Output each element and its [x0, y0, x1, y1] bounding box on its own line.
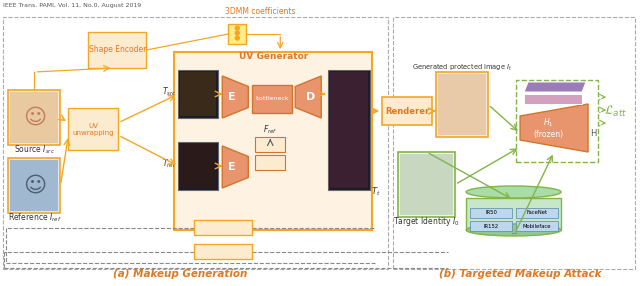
Circle shape: [236, 36, 239, 40]
FancyBboxPatch shape: [195, 220, 252, 235]
Text: MAM: MAM: [262, 160, 278, 166]
Text: Generated protected image $I_t$: Generated protected image $I_t$: [412, 63, 512, 73]
FancyBboxPatch shape: [516, 208, 558, 218]
FancyBboxPatch shape: [8, 90, 60, 145]
Text: MTM: MTM: [262, 142, 278, 148]
FancyBboxPatch shape: [174, 52, 372, 230]
Polygon shape: [524, 82, 586, 92]
Circle shape: [236, 26, 239, 30]
Text: $H_2$: $H_2$: [548, 94, 558, 104]
FancyBboxPatch shape: [328, 70, 370, 190]
FancyBboxPatch shape: [179, 70, 218, 118]
Polygon shape: [222, 76, 248, 118]
Text: (a) Makeup Generation: (a) Makeup Generation: [113, 269, 248, 279]
Text: UV Generator: UV Generator: [239, 52, 308, 61]
FancyBboxPatch shape: [179, 142, 218, 190]
FancyBboxPatch shape: [438, 74, 486, 135]
Text: $H_1$
(frozen): $H_1$ (frozen): [534, 117, 564, 140]
Text: $\mathcal{L}_{makeup}$: $\mathcal{L}_{makeup}$: [207, 245, 240, 258]
Text: Shape Encoder: Shape Encoder: [89, 45, 146, 55]
FancyBboxPatch shape: [400, 154, 453, 215]
FancyBboxPatch shape: [255, 137, 285, 152]
Text: ...: ...: [509, 227, 518, 236]
Circle shape: [236, 31, 239, 35]
Text: $T_{ref}$: $T_{ref}$: [162, 157, 177, 170]
FancyBboxPatch shape: [436, 72, 488, 137]
Text: IR152: IR152: [483, 223, 499, 229]
FancyBboxPatch shape: [398, 152, 455, 217]
FancyBboxPatch shape: [516, 221, 558, 231]
FancyBboxPatch shape: [8, 158, 60, 213]
Text: Renderer: Renderer: [385, 106, 429, 116]
Text: UV
unwrapping: UV unwrapping: [73, 122, 114, 136]
Polygon shape: [520, 104, 588, 152]
Text: ☺: ☺: [23, 176, 46, 196]
Text: $F_{ref}$: $F_{ref}$: [263, 123, 278, 136]
FancyBboxPatch shape: [382, 97, 432, 125]
Text: D: D: [306, 92, 315, 102]
Text: (b) Targeted Makeup Attack: (b) Targeted Makeup Attack: [439, 269, 602, 279]
Text: IR50: IR50: [485, 210, 497, 215]
FancyBboxPatch shape: [252, 85, 292, 113]
FancyBboxPatch shape: [470, 221, 512, 231]
Text: $\mathcal{L}_{att}$: $\mathcal{L}_{att}$: [604, 104, 628, 119]
FancyBboxPatch shape: [470, 208, 512, 218]
Text: $T_t$: $T_t$: [371, 185, 381, 198]
Text: FaceNet: FaceNet: [527, 210, 548, 215]
Text: bottleneck: bottleneck: [255, 96, 289, 102]
Text: Mobileface: Mobileface: [523, 223, 551, 229]
FancyBboxPatch shape: [195, 244, 252, 259]
FancyBboxPatch shape: [88, 32, 147, 68]
Text: H: H: [590, 129, 596, 138]
Polygon shape: [295, 76, 321, 118]
FancyBboxPatch shape: [10, 92, 58, 143]
Ellipse shape: [466, 224, 561, 236]
Text: Reference $I_{ref}$: Reference $I_{ref}$: [8, 211, 61, 223]
Polygon shape: [222, 146, 248, 188]
Text: E: E: [228, 92, 236, 102]
FancyBboxPatch shape: [228, 24, 246, 44]
Text: ☺: ☺: [23, 108, 46, 128]
Text: $T_{src}$: $T_{src}$: [162, 85, 177, 98]
Ellipse shape: [466, 186, 561, 198]
Text: $H_K$: $H_K$: [550, 82, 561, 92]
Text: Target Identity $I_0$: Target Identity $I_0$: [394, 215, 460, 228]
Text: Source $I_{src}$: Source $I_{src}$: [14, 143, 55, 156]
FancyBboxPatch shape: [180, 72, 216, 116]
FancyBboxPatch shape: [466, 198, 561, 230]
FancyBboxPatch shape: [255, 155, 285, 170]
FancyBboxPatch shape: [330, 72, 368, 188]
Text: $\mathcal{L}_{makeup}^{UV}$: $\mathcal{L}_{makeup}^{UV}$: [207, 220, 240, 235]
FancyBboxPatch shape: [180, 144, 216, 188]
Text: IEEE Trans. PAMI, Vol. 11, No.0, August 2019: IEEE Trans. PAMI, Vol. 11, No.0, August …: [3, 3, 141, 8]
FancyBboxPatch shape: [68, 108, 118, 150]
Text: 3DMM coefficients: 3DMM coefficients: [225, 7, 296, 16]
Polygon shape: [524, 94, 582, 104]
FancyBboxPatch shape: [10, 160, 58, 211]
Text: E: E: [228, 162, 236, 172]
